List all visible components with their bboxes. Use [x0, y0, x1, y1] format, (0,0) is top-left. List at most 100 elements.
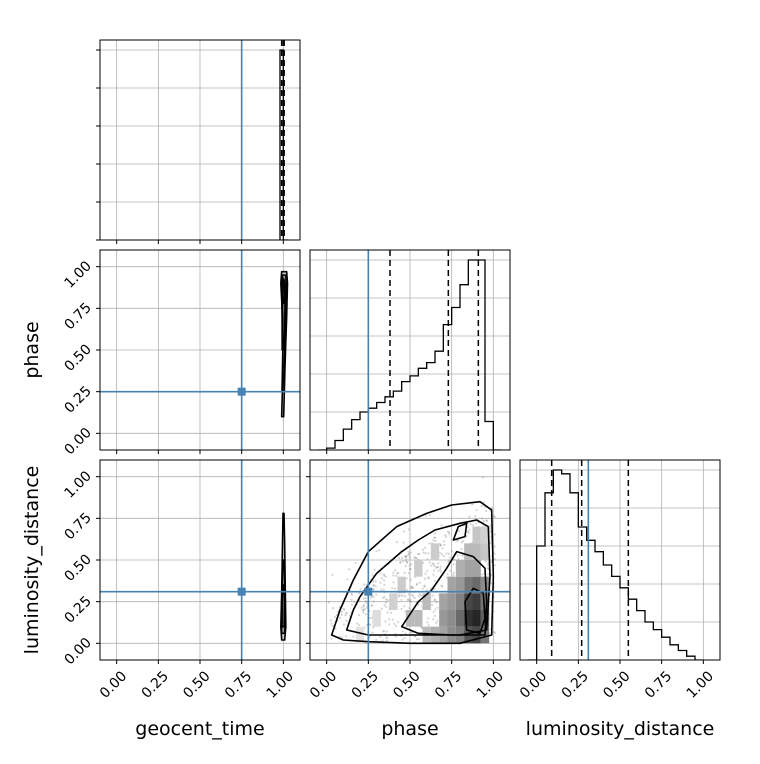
- scatter-point-173: [378, 549, 381, 552]
- scatter-point-510: [493, 552, 496, 555]
- scatter-point-334: [368, 635, 371, 639]
- scatter-point-575: [441, 547, 444, 550]
- hist-content-luminosity_distance: [528, 460, 704, 660]
- density-cell-40: [372, 610, 381, 627]
- y-tick-label-luminosity_distance-0: 0.00: [61, 635, 94, 668]
- scatter-point-456: [364, 613, 367, 616]
- scatter-point-306: [439, 568, 442, 571]
- scatter-point-339: [447, 531, 451, 534]
- scatter-point-572: [447, 559, 451, 562]
- scatter-point-193: [372, 595, 375, 598]
- scatter-point-692: [493, 631, 497, 634]
- y-tick-label-luminosity_distance-2: 0.50: [61, 552, 94, 585]
- scatter-point-264: [398, 594, 401, 597]
- scatter-point-289: [490, 507, 494, 510]
- scatter-point-479: [383, 583, 386, 586]
- scatter-point-284: [385, 636, 388, 639]
- x-tick-label-phase-2: 0.50: [390, 668, 423, 701]
- scatter-point-571: [389, 611, 393, 614]
- scatter-point-171: [384, 598, 388, 601]
- scatter-point-654: [380, 588, 383, 591]
- scatter-point-612: [423, 584, 426, 587]
- scatter-point-522: [471, 503, 474, 506]
- scatter-point-24: [340, 613, 343, 616]
- scatter-point-144: [405, 558, 408, 561]
- scatter-point-685: [492, 631, 495, 634]
- scatter-point-425: [364, 600, 367, 603]
- scatter-point-574: [485, 519, 488, 522]
- y-axis-label-luminosity_distance: luminosity_distance: [21, 466, 43, 655]
- axis-labels: geocent_time phase luminosity_distancephas…: [21, 321, 714, 740]
- scatter-point-620: [382, 588, 385, 591]
- scatter-point-97: [457, 529, 460, 532]
- scatter-point-552: [417, 638, 420, 641]
- density-cell-22: [447, 593, 456, 610]
- scatter-point-2: [383, 574, 386, 577]
- contour-2: [281, 584, 286, 628]
- scatter-point-181: [414, 556, 417, 559]
- scatter-point-380: [440, 524, 443, 527]
- scatter-point-389: [407, 572, 410, 575]
- x-tick-label-phase-1: 0.25: [349, 668, 382, 701]
- scatter-point-86: [379, 635, 382, 639]
- scatter-point-631: [392, 574, 395, 577]
- scatter-point-439: [456, 539, 459, 542]
- density-cell-32: [480, 526, 490, 544]
- scatter-point-70: [421, 548, 425, 551]
- scatter-point-132: [489, 582, 493, 585]
- scatter-point-103: [330, 637, 333, 640]
- panel-2d-geocent_time-luminosity_distance: 0.00 0.25 0.50 0.75 1.000.000.250.500.751.00: [61, 459, 301, 702]
- scatter-point-180: [381, 630, 385, 633]
- density-cell-19: [439, 610, 448, 627]
- scatter-point-183: [452, 571, 455, 575]
- scatter-point-31: [435, 621, 438, 624]
- scatter-point-11: [418, 592, 421, 596]
- scatter-point-250: [345, 612, 348, 615]
- scatter-point-112: [427, 577, 430, 580]
- density-cell-25: [455, 560, 465, 577]
- scatter-point-672: [409, 551, 412, 554]
- scatter-point-58: [446, 530, 449, 533]
- scatter-point-53: [372, 588, 375, 591]
- x-axis-label-luminosity_distance: luminosity_distance: [526, 718, 715, 740]
- scatter-point-355: [490, 561, 493, 564]
- scatter-point-52: [420, 626, 423, 629]
- panel-2d-content-geocent_time-luminosity_distance: [100, 460, 300, 660]
- scatter-point-496: [415, 637, 418, 641]
- scatter-point-455: [433, 598, 436, 601]
- scatter-point-176: [392, 571, 395, 574]
- scatter-point-99: [432, 569, 436, 572]
- scatter-point-189: [492, 514, 496, 518]
- scatter-point-367: [344, 614, 347, 617]
- scatter-point-610: [493, 515, 496, 519]
- density-cell-20: [447, 610, 456, 627]
- scatter-point-568: [432, 610, 435, 614]
- scatter-point-27: [438, 542, 441, 545]
- scatter-point-280: [340, 636, 344, 639]
- scatter-point-292: [401, 560, 405, 563]
- scatter-point-141: [426, 557, 429, 561]
- x-tick-label-luminosity_distance-2: 0.50: [600, 668, 633, 701]
- scatter-point-593: [338, 616, 341, 620]
- scatter-point-696: [488, 527, 491, 530]
- scatter-point-579: [455, 539, 459, 542]
- scatter-point-36: [395, 574, 398, 577]
- density-cell-10: [464, 593, 473, 610]
- scatter-point-518: [383, 595, 386, 599]
- scatter-point-253: [362, 605, 365, 608]
- scatter-point-687: [396, 572, 399, 575]
- scatter-point-531: [330, 622, 333, 625]
- scatter-point-566: [335, 613, 338, 616]
- scatter-point-6: [480, 505, 483, 508]
- scatter-point-694: [487, 573, 490, 576]
- density-cell-7: [472, 610, 481, 627]
- scatter-point-416: [379, 572, 382, 575]
- scatter-point-45: [409, 578, 413, 581]
- scatter-point-498: [400, 594, 403, 597]
- scatter-point-161: [331, 573, 334, 576]
- density-cell-41: [355, 626, 365, 644]
- scatter-point-220: [448, 533, 451, 536]
- scatter-point-613: [343, 608, 346, 611]
- scatter-point-555: [481, 476, 485, 479]
